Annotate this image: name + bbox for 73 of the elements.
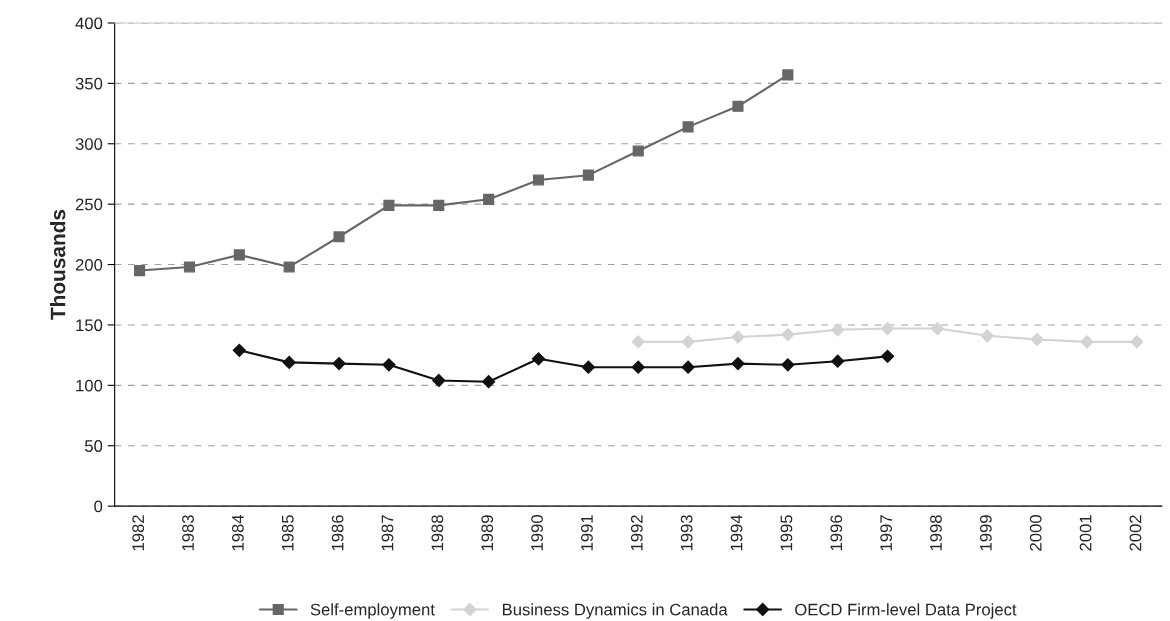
x-tick-label: 1996 — [830, 515, 843, 551]
x-tick-label: 1983 — [182, 515, 194, 551]
point — [233, 249, 245, 261]
point — [980, 329, 994, 343]
x-tick-label: 1982 — [132, 515, 145, 551]
x-tick-label: 1995 — [780, 515, 793, 551]
x-tick-label: 1988 — [431, 515, 444, 551]
point — [731, 357, 745, 371]
point — [581, 360, 595, 374]
x-tick-label: 1999 — [979, 515, 992, 551]
y-tick-label: 350 — [75, 77, 103, 90]
point — [582, 169, 594, 181]
point — [283, 261, 295, 273]
x-tick-label: 1984 — [231, 514, 244, 551]
point — [482, 375, 496, 389]
point — [532, 174, 545, 186]
point — [631, 360, 645, 374]
x-tick-label: 1985 — [281, 515, 294, 551]
point — [1080, 335, 1094, 349]
point — [134, 265, 146, 277]
point — [1030, 332, 1044, 347]
point — [1130, 335, 1144, 349]
y-tick-label: 200 — [75, 258, 103, 271]
point — [433, 199, 445, 211]
point — [282, 355, 296, 369]
x-tick-label: 2002 — [1129, 515, 1142, 551]
point — [831, 354, 845, 368]
x-tick-label: 1992 — [630, 515, 643, 551]
x-tick-label: 1991 — [581, 515, 593, 551]
point — [631, 335, 645, 349]
x-tick-label: 1994 — [730, 514, 743, 551]
x-tick-label: 2001 — [1079, 515, 1092, 551]
point — [880, 321, 895, 336]
point — [232, 343, 246, 357]
point — [382, 358, 396, 372]
point — [930, 321, 945, 336]
point — [432, 373, 446, 388]
point — [682, 121, 694, 133]
point — [332, 357, 346, 371]
point — [681, 335, 695, 349]
point — [781, 358, 795, 372]
x-tick-label: 1989 — [481, 515, 494, 551]
legend-label: Business Dynamics in Canada — [502, 603, 728, 619]
point — [531, 352, 546, 366]
point — [183, 261, 196, 273]
x-tick-label: 1987 — [381, 515, 394, 551]
x-tick-label: 1998 — [930, 515, 942, 551]
point — [681, 360, 695, 374]
point — [732, 100, 744, 112]
legend-label: Self-employment — [310, 603, 435, 619]
x-tick-label: 1993 — [680, 515, 693, 551]
x-tick-label: 1990 — [531, 515, 543, 551]
point — [483, 193, 495, 205]
y-tick-label: 300 — [75, 138, 103, 150]
y-tick-label: 400 — [75, 17, 103, 30]
point — [383, 199, 395, 211]
point — [880, 349, 895, 363]
y-tick-label: 250 — [75, 198, 103, 211]
point — [731, 330, 745, 344]
y-axis-title: Thousands — [50, 209, 66, 320]
point — [333, 231, 345, 243]
y-tick-label: 100 — [76, 379, 103, 392]
point — [781, 328, 795, 342]
legend-label: OECD Firm-level Data Project — [795, 603, 1017, 619]
point — [632, 145, 644, 157]
y-tick-label: 150 — [76, 319, 103, 332]
y-tick-label: 0 — [94, 500, 103, 513]
point — [782, 69, 794, 81]
x-tick-label: 1986 — [331, 515, 344, 551]
point — [831, 323, 845, 337]
y-tick-label: 50 — [84, 440, 103, 452]
x-tick-label: 1997 — [880, 515, 893, 551]
x-tick-label: 2000 — [1029, 515, 1042, 551]
